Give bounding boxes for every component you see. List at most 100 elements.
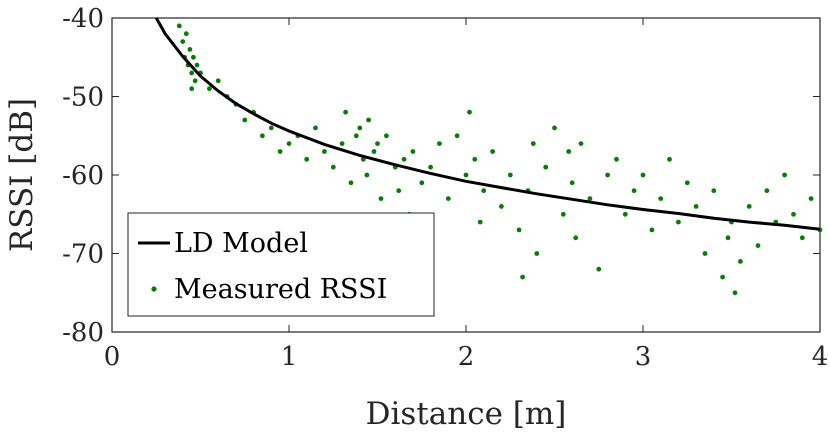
measured-point [516,227,522,233]
measured-point [437,141,442,147]
measured-point [343,109,348,115]
measured-point [596,266,602,272]
measured-point [552,125,557,131]
measured-point [366,117,371,123]
measured-point [507,172,513,178]
legend-label-model: LD Model [174,228,308,259]
measured-point [183,31,189,37]
measured-point [187,47,193,52]
measured-point [378,196,384,202]
measured-point [732,290,738,296]
measured-point [720,274,725,280]
measured-point [419,180,425,186]
measured-point [782,172,787,178]
measured-point [543,164,549,170]
measured-point [808,196,814,202]
legend-dot-swatch [151,286,157,292]
legend: LD Model Measured RSSI [127,212,435,317]
measured-point [286,141,292,147]
measured-point [384,133,389,139]
x-tick-label: 1 [281,342,298,372]
measured-point [658,196,664,202]
measured-point [676,219,681,225]
measured-point [791,211,796,217]
measured-point [207,86,212,92]
measured-point [746,204,752,209]
measured-point [410,149,416,154]
legend-box [127,212,435,317]
measured-point [578,141,584,147]
measured-point [194,62,200,68]
measured-point [573,235,579,241]
measured-point [799,235,805,241]
measured-point [534,251,540,256]
axis-ticks: 0 1 2 3 4 -40 -50 -60 -70 -80 [62,4,828,372]
measured-point [396,188,402,194]
measured-point [463,172,469,178]
measured-point [353,133,359,139]
measured-point [375,141,380,147]
measured-point [764,188,770,194]
measured-point [640,172,646,178]
measured-point [191,54,196,60]
measured-point [357,125,363,131]
y-tick-label: -70 [62,240,104,270]
measured-point [702,251,708,256]
y-axis-label: RSSI [dB] [4,98,40,252]
measured-point [304,156,310,162]
measured-point [587,196,593,202]
legend-label-measured: Measured RSSI [174,274,387,305]
measured-point [755,243,761,249]
measured-point [693,204,699,209]
measured-point [605,172,610,178]
measured-point [467,109,472,115]
x-tick-label: 2 [458,342,475,372]
measured-point [569,180,575,186]
x-tick-label: 4 [812,342,829,372]
measured-point [481,188,487,194]
measured-point [339,141,345,147]
measured-point [313,125,318,131]
measured-point [622,211,628,217]
y-tick-label: -40 [62,4,104,34]
measured-point [176,23,182,29]
measured-point [322,149,327,154]
measured-point [189,86,195,92]
measured-point [215,78,221,84]
measured-point [490,149,495,154]
y-tick-label: -50 [62,83,104,113]
measured-point [277,149,283,154]
measured-point [614,156,619,162]
measured-point [401,156,407,162]
measured-points [176,23,823,296]
measured-point [530,141,536,147]
measured-point [711,188,717,194]
measured-point [260,133,265,139]
measured-point [631,188,637,194]
measured-point [684,180,690,186]
measured-point [566,149,572,154]
model-curve-layer [154,17,821,231]
measured-point [472,156,478,162]
measured-point [192,78,198,84]
measured-point [371,149,377,154]
measured-point [477,219,483,225]
ld-model-line [154,17,821,231]
measured-point [560,211,566,217]
measured-point [454,133,460,139]
measured-point [189,70,195,76]
measured-point [348,180,354,186]
measured-point [738,259,743,264]
x-tick-label: 3 [635,342,652,372]
x-tick-label: 0 [104,342,121,372]
measured-point [520,274,525,280]
measured-point [180,39,186,44]
measured-point [330,164,336,170]
x-axis-label: Distance [m] [366,396,567,432]
measured-point [364,172,370,178]
measured-point [649,227,655,233]
measured-point [499,204,504,209]
measured-point [725,235,731,241]
measured-point [445,196,451,202]
